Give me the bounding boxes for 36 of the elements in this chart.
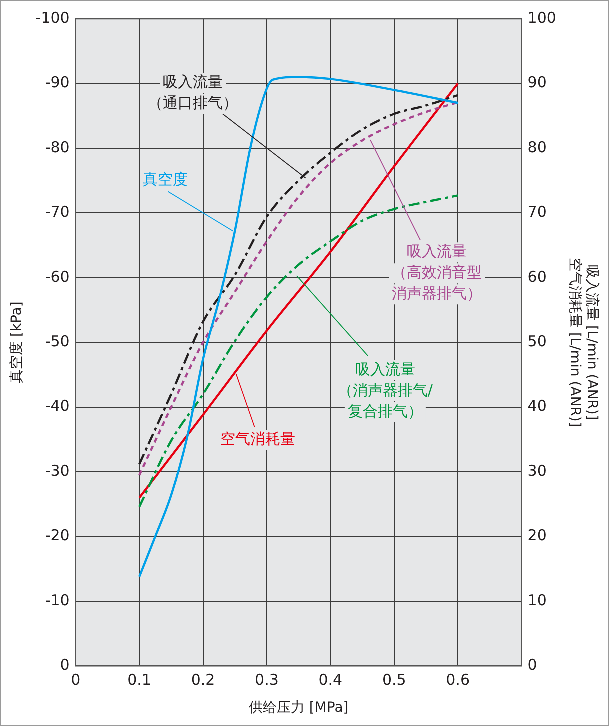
y-tick-label: -20 xyxy=(45,526,70,545)
y-tick-label: -30 xyxy=(45,462,70,480)
x-axis-title: 供给压力 [MPa] xyxy=(248,700,349,716)
y-tick-label: -50 xyxy=(45,332,70,350)
x-tick-label: 0.3 xyxy=(255,671,279,690)
x-tick-label: 0.5 xyxy=(382,671,406,690)
text: 吸入流量（通口排气） xyxy=(148,72,238,112)
y2-tick-label: 60 xyxy=(528,268,547,286)
series-label: 空气消耗量 xyxy=(220,430,296,448)
text: 吸入流量（高效消音型消声器排气） xyxy=(392,242,482,303)
y2-tick-label: 30 xyxy=(528,462,547,480)
y-tick-label: -40 xyxy=(45,397,70,416)
x-tick-label: 0.6 xyxy=(446,671,470,690)
text: 吸入流量（消声器排气/复合排气） xyxy=(338,360,434,420)
y2-tick-label: 50 xyxy=(528,332,547,350)
y-tick-label: -90 xyxy=(45,74,70,92)
y-tick-label: -80 xyxy=(45,138,70,156)
y2-axis-title: 吸入流量 [L/min (ANR)] 空气消耗量 [L/min (ANR)] xyxy=(567,258,600,428)
y-axis-title: 真空度 [kPa] xyxy=(9,302,26,384)
y-tick-label: -70 xyxy=(45,203,70,222)
y2-tick-label: 20 xyxy=(528,526,547,545)
y2-tick-label: 100 xyxy=(528,8,556,27)
y2-tick-label: 40 xyxy=(528,397,547,416)
x-tick-label: 0.4 xyxy=(318,671,343,690)
y-tick-label: -10 xyxy=(45,591,70,610)
y2-tick-label: 70 xyxy=(528,203,547,222)
y-tick-label: -100 xyxy=(36,8,70,27)
y2-tick-label: 80 xyxy=(528,138,547,156)
x-tick-label: 0.1 xyxy=(128,671,152,690)
x-tick-label: 0.2 xyxy=(191,671,216,690)
y-tick-label: 0 xyxy=(60,656,70,674)
text: 真空度 xyxy=(143,170,188,189)
y-tick-label: -60 xyxy=(45,268,70,286)
y2-tick-label: 10 xyxy=(528,591,547,610)
y2-tick-label: 0 xyxy=(528,656,538,674)
y2-tick-label: 90 xyxy=(528,74,547,92)
